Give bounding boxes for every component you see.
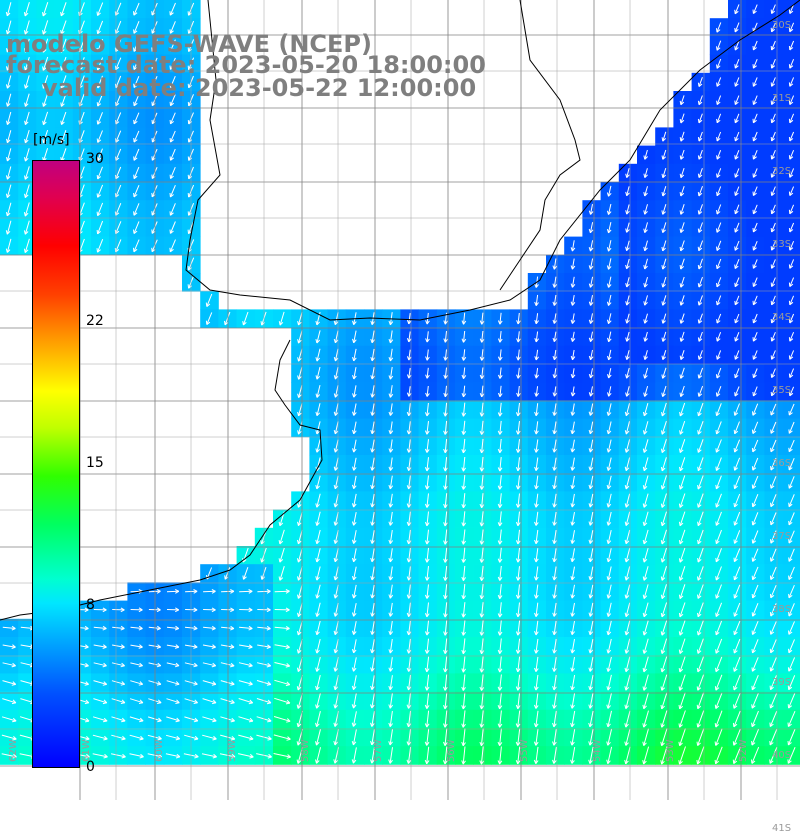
lat-label: 39S	[772, 677, 791, 688]
lon-label: 54W	[592, 739, 603, 762]
colorbar-tick-8: 8	[86, 597, 95, 613]
lon-label: 60W	[154, 739, 165, 762]
lon-label: 59W	[227, 739, 238, 762]
wind-map	[0, 0, 800, 800]
lon-label: 52W	[738, 739, 749, 762]
lat-label: 33S	[772, 239, 791, 250]
lon-label: 62W	[8, 739, 19, 762]
colorbar-tick-22: 22	[86, 313, 104, 329]
lon-label: 61W	[81, 739, 92, 762]
colorbar-unit: [m/s]	[33, 132, 70, 148]
lat-label: 34S	[772, 312, 791, 323]
lon-label: 55W	[519, 739, 530, 762]
lon-label: 56W	[446, 739, 457, 762]
lon-label: 53W	[665, 739, 676, 762]
lat-label: 37S	[772, 531, 791, 542]
lat-label: 31S	[772, 93, 791, 104]
lat-label: 40S	[772, 750, 791, 761]
lat-label: 41S	[772, 823, 791, 834]
lat-label: 32S	[772, 166, 791, 177]
title-valid-date: valid date: 2023-05-22 12:00:00	[42, 76, 476, 100]
colorbar-tick-15: 15	[86, 455, 104, 471]
lat-label: 38S	[772, 604, 791, 615]
colorbar	[32, 160, 80, 768]
lon-label: 57W	[373, 739, 384, 762]
lat-label: 35S	[772, 385, 791, 396]
colorbar-tick-30: 30	[86, 151, 104, 167]
lat-label: 36S	[772, 458, 791, 469]
lon-label: 58W	[300, 739, 311, 762]
lat-label: 30S	[772, 20, 791, 31]
